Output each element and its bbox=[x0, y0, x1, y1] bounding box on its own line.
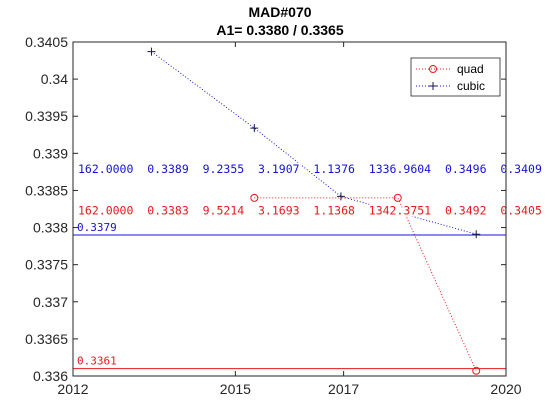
legend-box bbox=[410, 57, 501, 97]
cubic-point bbox=[472, 230, 481, 239]
x-tick-label: 2012 bbox=[57, 381, 88, 397]
y-tick-label: 0.3405 bbox=[25, 34, 68, 50]
plot-data-layer: 0.3361 0.3379 162.0000 0.3383 9.5214 3.169… bbox=[73, 42, 544, 376]
y-tick-label: 0.3365 bbox=[25, 331, 68, 347]
cubic-point bbox=[336, 192, 345, 201]
y-tick-label: 0.3395 bbox=[25, 108, 68, 124]
legend: quad cubic bbox=[410, 57, 501, 97]
quad-series-line bbox=[254, 197, 477, 372]
legend-label-cubic: cubic bbox=[457, 79, 485, 93]
y-tick-label: 0.34 bbox=[41, 71, 68, 87]
legend-marker-quad bbox=[429, 65, 437, 73]
y-tick-label: 0.337 bbox=[33, 294, 68, 310]
legend-marker-cubic bbox=[429, 82, 437, 90]
chart-subtitle: A1= 0.3380 / 0.3365 bbox=[216, 22, 344, 38]
cubic-point bbox=[250, 124, 259, 133]
quad-point bbox=[472, 366, 481, 375]
quad-point bbox=[250, 193, 259, 202]
chart-title: MAD#070 bbox=[248, 4, 312, 20]
quad-point bbox=[393, 193, 402, 202]
quad-params-text: 162.0000 0.3383 9.5214 3.1693 1.1368 134… bbox=[78, 203, 542, 217]
axes-box bbox=[72, 41, 507, 377]
y-tick-label: 0.338 bbox=[33, 220, 68, 236]
quad-reference-label: 0.3361 bbox=[77, 355, 117, 368]
y-tick-label: 0.336 bbox=[33, 368, 68, 384]
y-tick-label: 0.3375 bbox=[25, 257, 68, 273]
cubic-params-text: 162.0000 0.3389 9.2355 3.1907 1.1376 133… bbox=[78, 162, 542, 176]
y-tick-label: 0.339 bbox=[33, 145, 68, 161]
cubic-reference-label: 0.3379 bbox=[77, 221, 117, 234]
plot-background bbox=[73, 42, 506, 376]
x-tick-label: 2015 bbox=[220, 381, 251, 397]
y-tick-label: 0.3385 bbox=[25, 182, 68, 198]
x-tick-label: 2017 bbox=[328, 381, 359, 397]
cubic-point bbox=[147, 47, 156, 56]
legend-label-quad: quad bbox=[457, 62, 484, 76]
cubic-series-line bbox=[151, 51, 477, 235]
axes-layer: 2012 2015 2017 2020 0.336 0.3365 0.337 0.3375 0.… bbox=[25, 34, 522, 397]
x-tick-label: 2020 bbox=[490, 381, 521, 397]
